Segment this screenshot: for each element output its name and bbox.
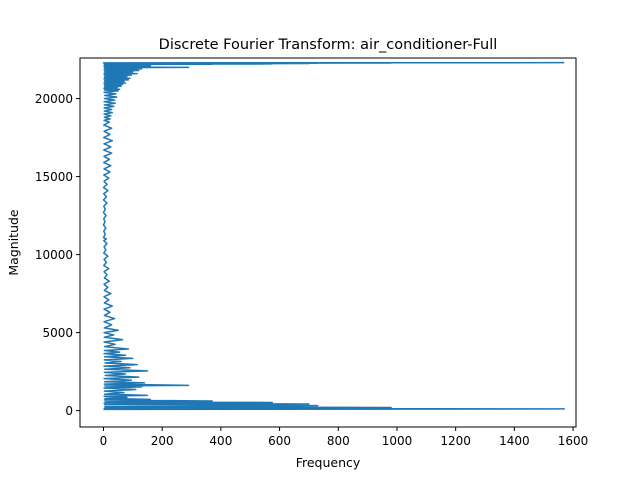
y-tick-label: 20000 (35, 92, 73, 106)
x-tick-label: 400 (209, 434, 232, 448)
x-tick-label: 0 (100, 434, 108, 448)
y-axis-label: Magnitude (6, 209, 21, 276)
y-tick-label: 5000 (42, 326, 73, 340)
x-tick-label: 200 (151, 434, 174, 448)
x-axis-ticks: 0 200 400 600 800 1000 1200 1400 1600 (100, 427, 589, 448)
x-tick-label: 600 (268, 434, 291, 448)
y-tick-label: 10000 (35, 248, 73, 262)
x-tick-label: 1200 (440, 434, 471, 448)
plot-layer (102, 61, 566, 411)
y-tick-label: 0 (65, 404, 73, 418)
x-tick-label: 800 (327, 434, 350, 448)
series-line-0 (102, 61, 566, 411)
y-axis-ticks: 0 5000 10000 15000 20000 (35, 92, 80, 418)
x-tick-label: 1400 (499, 434, 530, 448)
plot-frame (79, 57, 577, 428)
chart-title: Discrete Fourier Transform: air_conditio… (159, 37, 498, 53)
x-tick-label: 1000 (382, 434, 413, 448)
y-tick-label: 15000 (35, 170, 73, 184)
x-axis-label: Frequency (296, 455, 361, 470)
x-tick-label: 1600 (558, 434, 589, 448)
